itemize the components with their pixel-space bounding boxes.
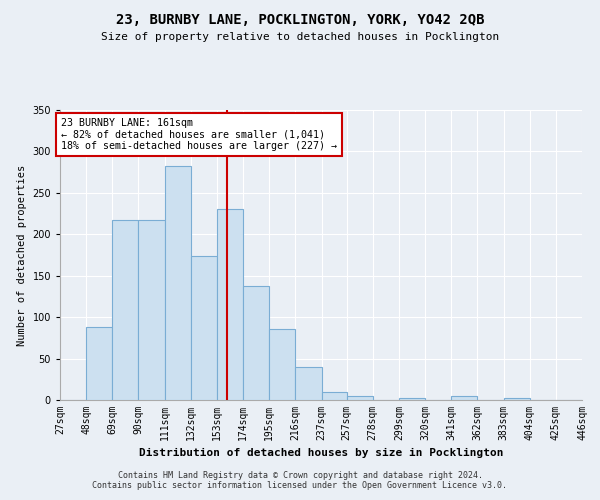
Bar xyxy=(295,367,322,400)
Text: 23, BURNBY LANE, POCKLINGTON, YORK, YO42 2QB: 23, BURNBY LANE, POCKLINGTON, YORK, YO42… xyxy=(116,12,484,26)
Bar xyxy=(86,327,112,400)
Bar xyxy=(112,220,139,400)
Bar xyxy=(164,166,191,400)
Text: 23 BURNBY LANE: 161sqm
← 82% of detached houses are smaller (1,041)
18% of semi-: 23 BURNBY LANE: 161sqm ← 82% of detached… xyxy=(61,118,337,152)
Bar xyxy=(269,328,295,400)
Bar xyxy=(191,256,217,400)
X-axis label: Distribution of detached houses by size in Pocklington: Distribution of detached houses by size … xyxy=(139,448,503,458)
Bar xyxy=(399,398,425,400)
Bar xyxy=(139,220,164,400)
Bar xyxy=(451,396,478,400)
Bar xyxy=(503,398,530,400)
Y-axis label: Number of detached properties: Number of detached properties xyxy=(17,164,27,346)
Bar xyxy=(243,286,269,400)
Bar xyxy=(217,210,243,400)
Bar xyxy=(347,396,373,400)
Bar xyxy=(322,392,347,400)
Text: Contains HM Land Registry data © Crown copyright and database right 2024.
Contai: Contains HM Land Registry data © Crown c… xyxy=(92,470,508,490)
Text: Size of property relative to detached houses in Pocklington: Size of property relative to detached ho… xyxy=(101,32,499,42)
